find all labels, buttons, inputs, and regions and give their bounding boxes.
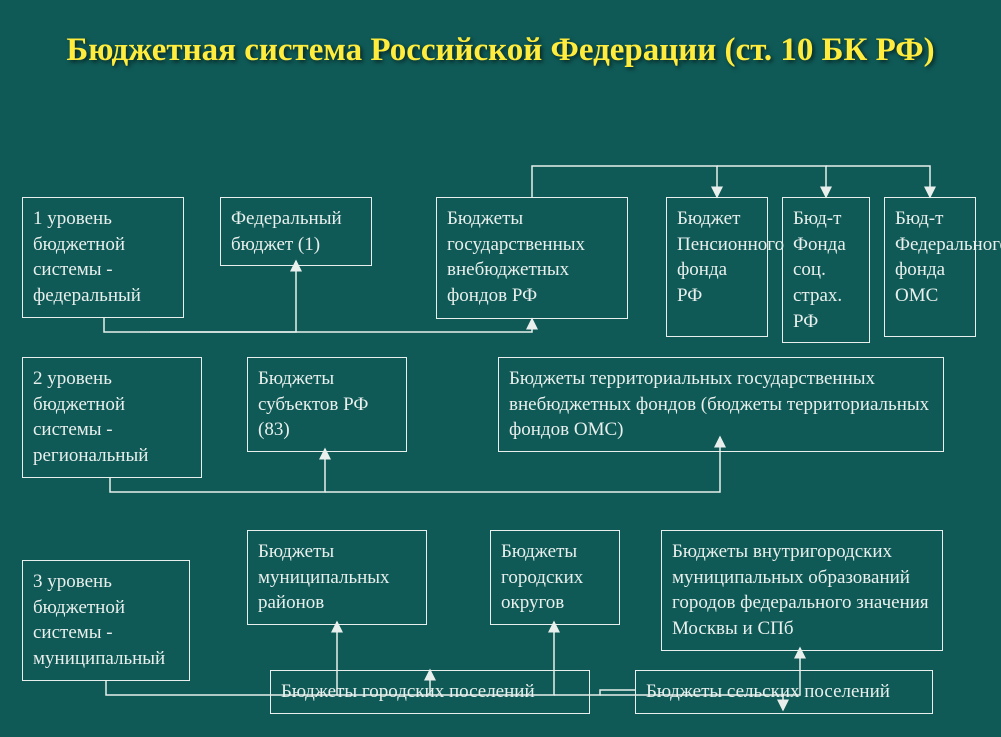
node-label: Бюд-т Федерального фонда ОМС xyxy=(895,208,1001,306)
node-level1: 1 уровень бюджетной системы - федеральны… xyxy=(22,197,184,318)
node-label: Бюджеты субъектов РФ (83) xyxy=(258,368,368,440)
node-label: Бюджеты государственных внебюджетных фон… xyxy=(447,208,585,306)
node-oms-fund: Бюд-т Федерального фонда ОМС xyxy=(884,197,976,337)
slide: Бюджетная система Российской Федерации (… xyxy=(0,0,1001,737)
node-label: Бюджеты городских округов xyxy=(501,541,583,613)
node-label: Бюд-т Фонда соц. страх. РФ xyxy=(793,208,846,332)
node-level2: 2 уровень бюджетной системы - региональн… xyxy=(22,357,202,478)
node-sel-poselenie: Бюджеты сельских поселений xyxy=(635,670,933,714)
slide-title: Бюджетная система Российской Федерации (… xyxy=(0,30,1001,71)
node-gvb-funds: Бюджеты государственных внебюджетных фон… xyxy=(436,197,628,319)
node-label: 1 уровень бюджетной системы - федеральны… xyxy=(33,208,141,306)
node-gor-poselenie: Бюджеты городских поселений xyxy=(270,670,590,714)
node-territorial-oms: Бюджеты территориальных государственных … xyxy=(498,357,944,452)
node-label: Бюджеты городских поселений xyxy=(281,681,535,702)
node-label: Бюджеты внутригородских муниципальных об… xyxy=(672,541,929,639)
node-label: 2 уровень бюджетной системы - региональн… xyxy=(33,368,148,466)
node-gor-okrug: Бюджеты городских округов xyxy=(490,530,620,625)
node-federal-budget: Федеральный бюджет (1) xyxy=(220,197,372,266)
node-socstrah-fund: Бюд-т Фонда соц. страх. РФ xyxy=(782,197,870,343)
node-vgm: Бюджеты внутригородских муниципальных об… xyxy=(661,530,943,651)
node-label: Бюджеты территориальных государственных … xyxy=(509,368,929,440)
node-label: Федеральный бюджет (1) xyxy=(231,208,342,255)
node-label: Бюджет Пенсионного фонда РФ xyxy=(677,208,784,306)
node-subjects: Бюджеты субъектов РФ (83) xyxy=(247,357,407,452)
node-mun-rayon: Бюджеты муниципальных районов xyxy=(247,530,427,625)
node-label: Бюджеты муниципальных районов xyxy=(258,541,390,613)
node-label: 3 уровень бюджетной системы - муниципаль… xyxy=(33,571,165,669)
node-level3: 3 уровень бюджетной системы - муниципаль… xyxy=(22,560,190,681)
node-label: Бюджеты сельских поселений xyxy=(646,681,890,702)
node-pension-fund: Бюджет Пенсионного фонда РФ xyxy=(666,197,768,337)
